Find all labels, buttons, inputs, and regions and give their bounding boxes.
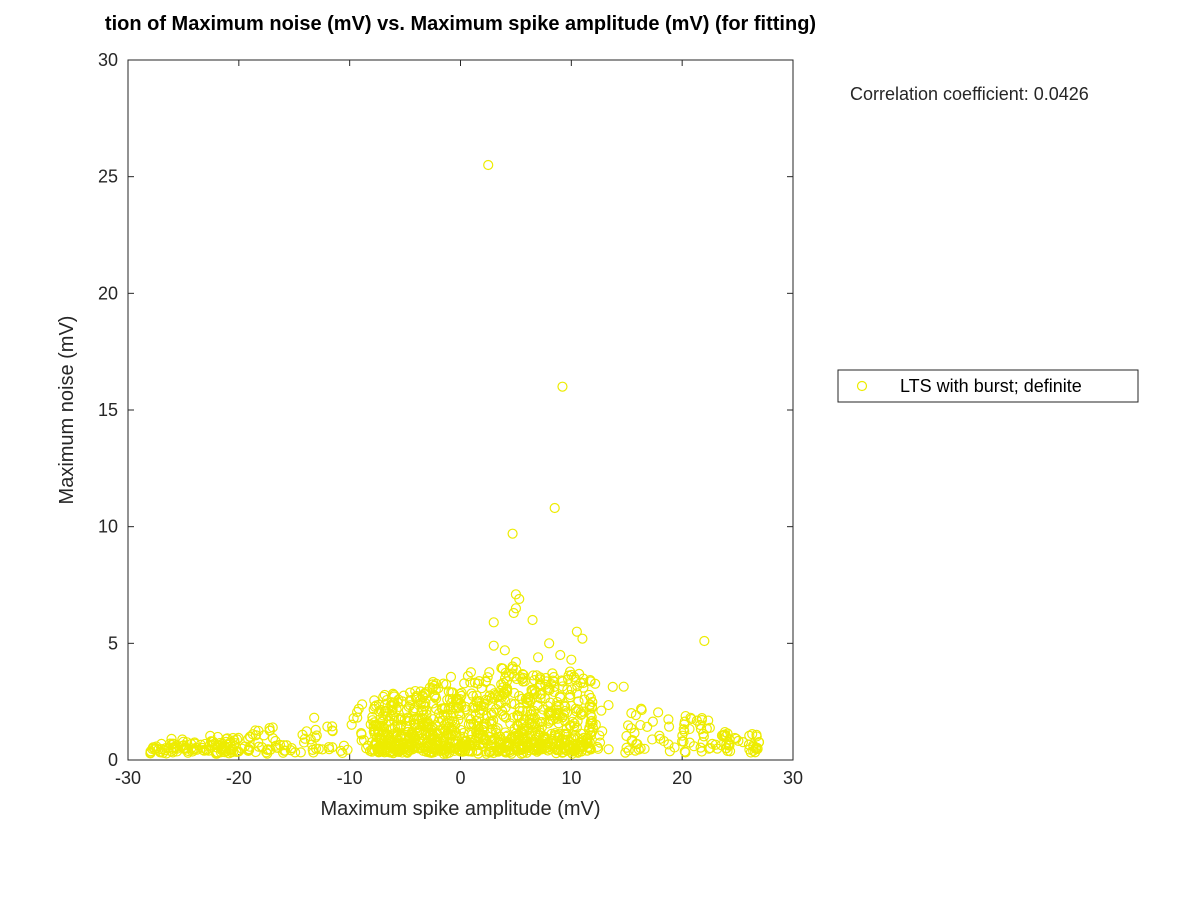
chart-title: tion of Maximum noise (mV) vs. Maximum s… xyxy=(105,13,816,35)
x-tick-label: 20 xyxy=(672,768,692,788)
chart-container: tion of Maximum noise (mV) vs. Maximum s… xyxy=(0,0,1200,900)
x-axis-label: Maximum spike amplitude (mV) xyxy=(320,798,600,820)
y-tick-label: 25 xyxy=(98,167,118,187)
scatter-chart: tion of Maximum noise (mV) vs. Maximum s… xyxy=(0,0,1200,900)
x-tick-label: 10 xyxy=(561,768,581,788)
x-tick-label: 30 xyxy=(783,768,803,788)
legend: LTS with burst; definite xyxy=(838,370,1138,402)
plot-area xyxy=(128,60,793,760)
y-tick-label: 20 xyxy=(98,283,118,303)
x-tick-label: 0 xyxy=(455,768,465,788)
x-tick-label: -20 xyxy=(226,768,252,788)
y-tick-label: 30 xyxy=(98,50,118,70)
legend-label: LTS with burst; definite xyxy=(900,376,1082,396)
y-tick-label: 0 xyxy=(108,750,118,770)
y-tick-label: 5 xyxy=(108,633,118,653)
x-tick-label: -10 xyxy=(337,768,363,788)
y-axis-label: Maximum noise (mV) xyxy=(56,316,78,505)
y-tick-label: 10 xyxy=(98,517,118,537)
correlation-annotation: Correlation coefficient: 0.0426 xyxy=(850,84,1089,104)
x-tick-label: -30 xyxy=(115,768,141,788)
y-tick-label: 15 xyxy=(98,400,118,420)
